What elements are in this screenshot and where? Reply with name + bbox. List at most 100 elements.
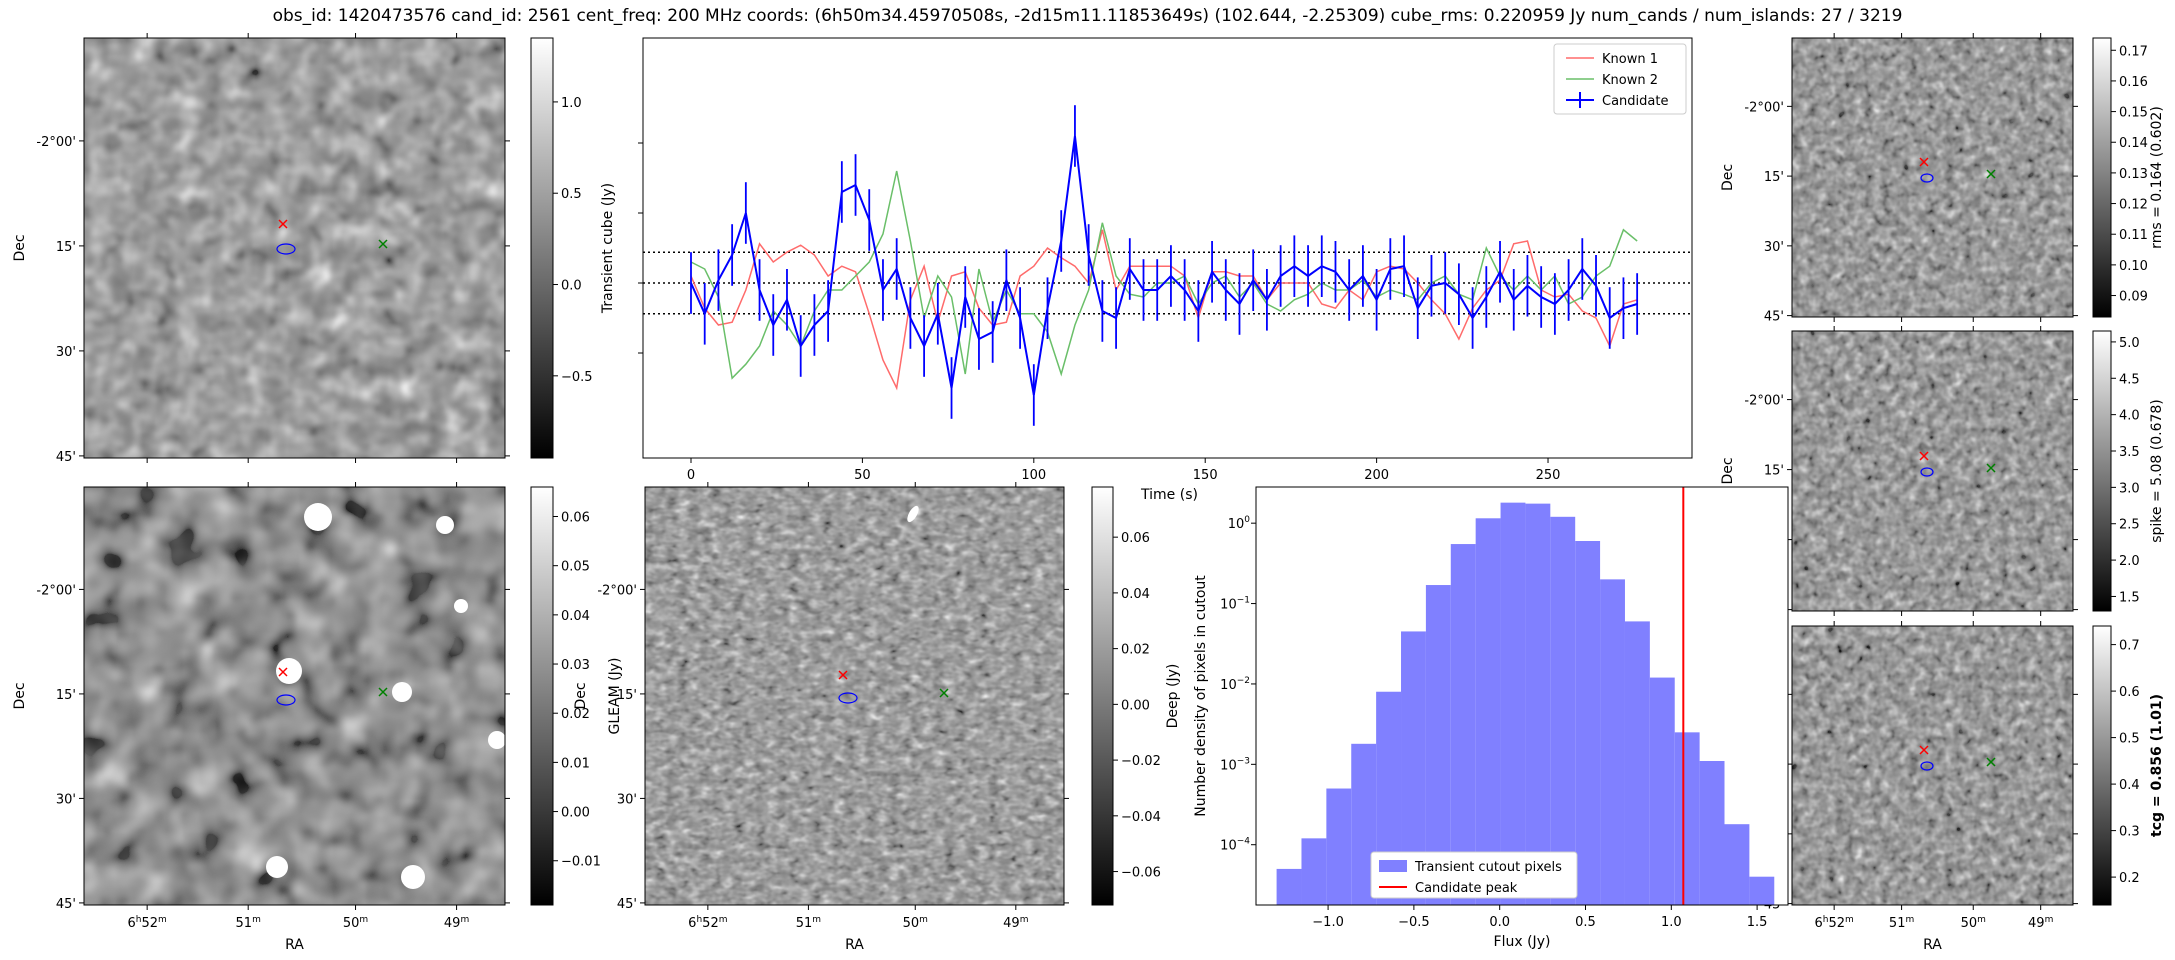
colorbar-tick-label: 0.13 [2119, 167, 2148, 182]
ra-tick-label: 51m [236, 915, 261, 931]
histogram-bar [1749, 876, 1775, 905]
histogram-bar [1649, 677, 1675, 905]
x-tick-label: 250 [1536, 468, 1561, 483]
x-tick-label: 0 [687, 468, 695, 483]
colorbar-tick-label: 0.03 [561, 658, 590, 673]
candidate-marker [278, 219, 288, 229]
colorbar-tick-label: −0.04 [1121, 810, 1161, 825]
dec-tick-label: 45' [1764, 310, 1784, 325]
dec-tick-label: 45' [56, 450, 76, 465]
gleam-source-7 [454, 599, 468, 613]
y-tick-label: 10−1 [1220, 596, 1250, 613]
colorbar-tick-label: 0.09 [2119, 290, 2148, 305]
dec-tick-label: -2°00' [1744, 394, 1784, 409]
colorbar-tick-label: 0.0 [561, 279, 582, 294]
colorbar-tick-label: 0.01 [561, 756, 590, 771]
legend-label: Candidate [1602, 94, 1668, 109]
dec-tick-label: 15' [56, 240, 76, 255]
colorbar-tick-label: 0.02 [561, 707, 590, 722]
ra-axis-label: RA [1923, 937, 1942, 953]
histogram-bar [1450, 544, 1476, 905]
histogram-bar [1699, 760, 1725, 905]
ra-tick-label: 6h52m [688, 915, 727, 931]
gleam-source-5 [401, 865, 425, 889]
lightcurve-frame [642, 37, 1693, 459]
gleam-source-1 [436, 516, 454, 534]
colorbar-tick-label: 0.00 [1121, 698, 1150, 713]
image-panel-gleam [79, 482, 510, 910]
known-marker [939, 688, 949, 698]
dec-tick-label: 30' [56, 792, 76, 807]
colorbar-tick-label: 5.0 [2119, 336, 2140, 351]
colorbar-deep [1091, 486, 1114, 906]
colorbar-tick-label: 0.15 [2119, 106, 2148, 121]
colorbar-tick-label: 0.04 [1121, 587, 1150, 602]
dec-axis-label: Dec [1720, 457, 1736, 484]
histogram-ylabel: Number density of pixels in cutout [1193, 575, 1209, 817]
colorbar-tick-label: 1.5 [2119, 590, 2140, 605]
x-tick-label: 0.0 [1489, 915, 1510, 930]
dec-tick-label: 15' [56, 688, 76, 703]
colorbar-tick-label: 0.06 [1121, 531, 1150, 546]
candidate-contour [1920, 173, 1934, 183]
colorbar-tick-label: −0.5 [561, 370, 593, 385]
colorbar-tick-label: 0.14 [2119, 136, 2148, 151]
x-tick-label: 200 [1364, 468, 1389, 483]
dec-axis-label: Dec [1720, 164, 1736, 191]
ra-axis-label: RA [285, 937, 304, 953]
colorbar-tick-label: 0.6 [2119, 685, 2140, 700]
histogram-bar [1575, 541, 1601, 905]
dec-tick-label: 45' [617, 897, 637, 912]
image-panel-rms [1787, 33, 2078, 322]
x-tick-label: 50 [854, 468, 871, 483]
image-panel-tcg [1787, 621, 2078, 910]
histogram-bar [1674, 732, 1700, 905]
histogram-bar [1525, 503, 1551, 905]
image-panel-transient_cube [79, 33, 510, 463]
series-line-candidate [690, 135, 1638, 396]
image-frame [1791, 330, 2074, 612]
candidate-marker [838, 670, 848, 680]
candidate-marker [1919, 451, 1929, 461]
image-frame [83, 37, 506, 459]
x-tick-label: 1.5 [1747, 915, 1768, 930]
histogram-bar [1600, 579, 1625, 905]
candidate-marker [278, 667, 288, 677]
ra-tick-label: 6h52m [1814, 915, 1853, 931]
lightcurve-legend [1553, 43, 1687, 115]
colorbar-label: rms = 0.164 (0.602) [2149, 106, 2165, 249]
candidate-contour [1920, 761, 1934, 771]
legend-swatch-hist [1379, 860, 1407, 872]
legend-label: Transient cutout pixels [1414, 860, 1562, 875]
ra-tick-label: 6h52m [127, 915, 166, 931]
colorbar-tick-label: −0.06 [1121, 866, 1161, 881]
y-tick-label: 10−3 [1220, 756, 1250, 773]
image-frame [1791, 625, 2074, 906]
candidate-contour [276, 243, 296, 255]
image-frame [1791, 37, 2074, 318]
ra-tick-label: 50m [903, 915, 928, 931]
colorbar-tick-label: 1.0 [561, 96, 582, 111]
dec-tick-label: 30' [617, 792, 637, 807]
dec-tick-label: -2°00' [36, 135, 76, 150]
dec-tick-label: 15' [617, 688, 637, 703]
known-marker [378, 239, 388, 249]
colorbar-tick-label: 0.3 [2119, 825, 2140, 840]
dec-tick-label: -2°00' [597, 583, 637, 598]
x-tick-label: 150 [1193, 468, 1218, 483]
y-tick-label: 10−2 [1220, 676, 1250, 693]
histogram-legend [1370, 851, 1578, 899]
gleam-source-0 [304, 503, 332, 531]
ra-tick-label: 49m [2028, 915, 2053, 931]
colorbar-label: tcg = 0.856 (1.01) [2149, 694, 2165, 837]
colorbar-tick-label: 0.5 [2119, 732, 2140, 747]
image-panel-spike [1787, 326, 2078, 616]
x-tick-label: 1.0 [1661, 915, 1682, 930]
colorbar-spike [2092, 330, 2112, 612]
dec-tick-label: -2°00' [36, 583, 76, 598]
known-marker [1986, 463, 1996, 473]
candidate-contour [1920, 467, 1934, 477]
x-tick-label: 0.5 [1575, 915, 1596, 930]
colorbar-tick-label: 0.12 [2119, 198, 2148, 213]
colorbar-tick-label: 0.04 [561, 609, 590, 624]
